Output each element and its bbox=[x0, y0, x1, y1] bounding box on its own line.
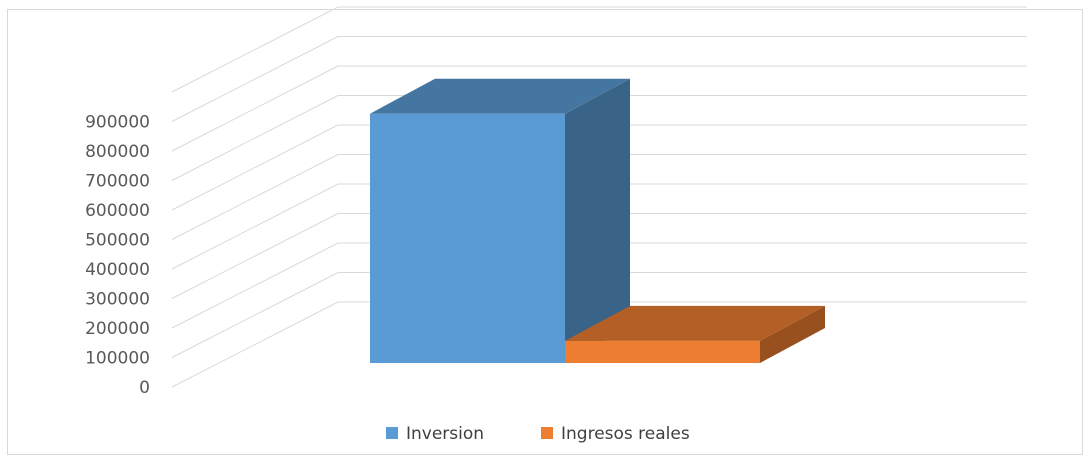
y-tick-label: 500000 bbox=[85, 231, 150, 251]
gridline bbox=[171, 36, 1027, 122]
legend-item: Inversion bbox=[386, 424, 484, 444]
y-tick-label: 800000 bbox=[85, 142, 150, 162]
y-tick-label: 0 bbox=[139, 378, 150, 398]
legend-label: Ingresos reales bbox=[561, 424, 690, 444]
legend: Inversion Ingresos reales bbox=[386, 424, 690, 444]
y-tick-label: 300000 bbox=[85, 290, 150, 310]
legend-swatch bbox=[541, 427, 553, 439]
bars bbox=[370, 78, 825, 363]
legend-swatch bbox=[386, 427, 398, 439]
y-tick-label: 900000 bbox=[85, 113, 150, 133]
gridlines bbox=[171, 6, 1027, 388]
bar-side bbox=[565, 78, 630, 363]
legend-label: Inversion bbox=[406, 424, 484, 444]
gridline bbox=[171, 95, 1027, 181]
bar-top bbox=[370, 78, 630, 114]
bar-front bbox=[370, 113, 565, 363]
y-tick-label: 700000 bbox=[85, 172, 150, 192]
y-tick-label: 600000 bbox=[85, 201, 150, 221]
y-tick-label: 200000 bbox=[85, 319, 150, 339]
gridline bbox=[171, 154, 1027, 240]
legend-item: Ingresos reales bbox=[541, 424, 690, 444]
y-tick-label: 100000 bbox=[85, 349, 150, 369]
bar-inversion bbox=[370, 78, 630, 363]
gridline bbox=[171, 65, 1027, 152]
y-axis-ticks: 0 100000 200000 300000 400000 500000 600000 700… bbox=[85, 113, 150, 399]
gridline bbox=[171, 272, 1027, 358]
bar-front bbox=[565, 340, 760, 363]
gridline bbox=[171, 242, 1027, 329]
y-tick-label: 400000 bbox=[85, 260, 150, 280]
bar-ingresos-reales bbox=[565, 305, 825, 363]
gridline bbox=[171, 301, 1027, 388]
gridline bbox=[171, 6, 1027, 93]
bar-top bbox=[565, 305, 825, 341]
gridline bbox=[171, 183, 1027, 270]
gridline bbox=[171, 124, 1027, 211]
bar-side bbox=[760, 305, 825, 363]
gridline bbox=[171, 213, 1027, 299]
